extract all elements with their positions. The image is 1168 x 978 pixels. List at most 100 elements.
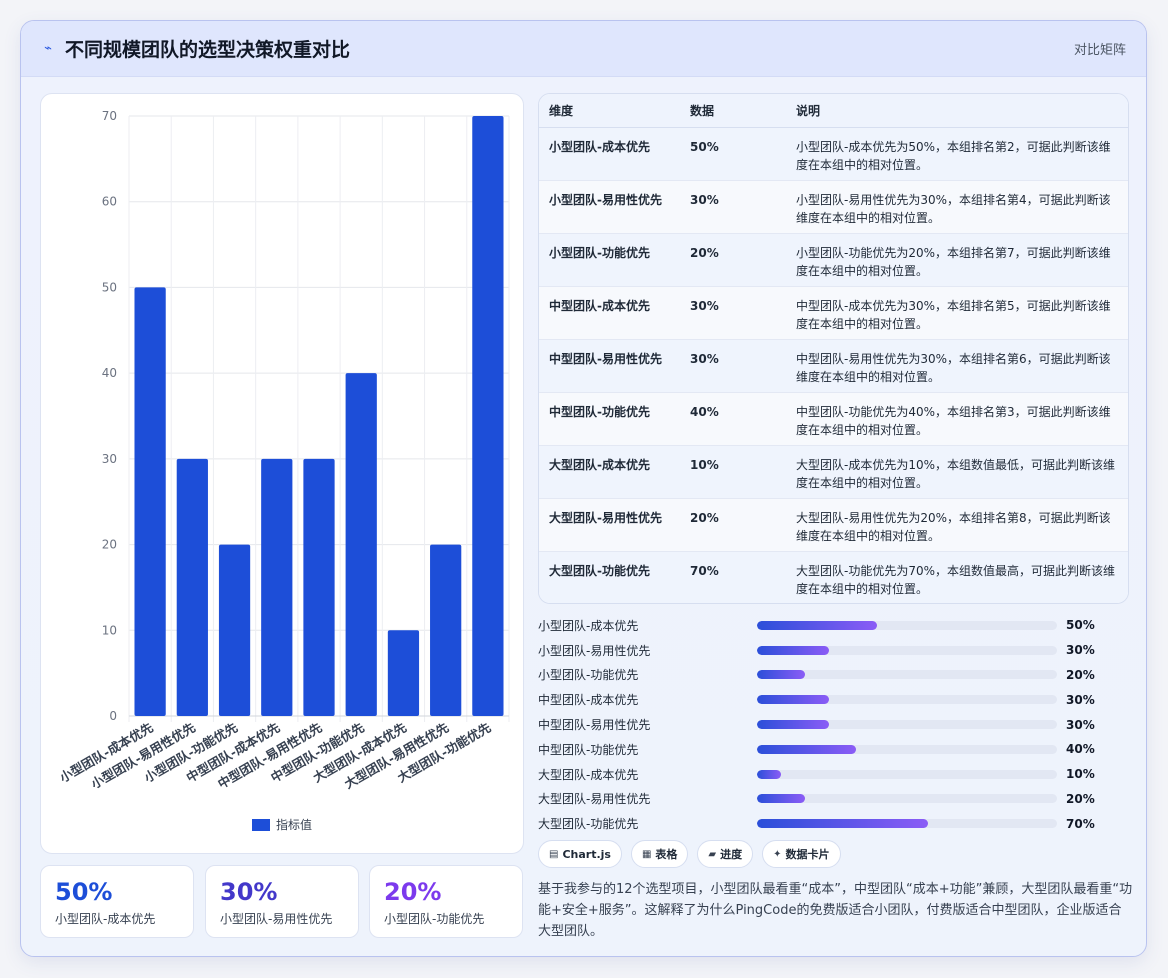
legend-swatch — [252, 819, 270, 831]
chip-label: 表格 — [655, 848, 678, 861]
chip-label: 进度 — [720, 848, 743, 861]
progress-label: 大型团队-成本优先 — [538, 767, 639, 782]
progress-fill — [757, 720, 829, 730]
progress-value: 70% — [1066, 816, 1095, 831]
progress-track — [757, 744, 1057, 754]
progress-label: 中型团队-易用性优先 — [538, 718, 651, 733]
chip-chart-js[interactable]: ▤ Chart.js — [538, 840, 622, 868]
chip-label: 数据卡片 — [785, 848, 830, 861]
progress-value: 10% — [1066, 767, 1095, 782]
table-row: 大型团队-易用性优先 20% 大型团队-易用性优先为20%，本组排名第8，可据此判断… — [539, 498, 1128, 551]
cell-data: 20% — [690, 510, 719, 525]
chip-表格[interactable]: ▦ 表格 — [630, 840, 689, 868]
cell-description: 大型团队-成本优先为10%，本组数值最低，可据此判断该维度在本组中的相对位置。 — [796, 457, 1116, 490]
progress-track — [757, 819, 1057, 829]
bar — [303, 458, 335, 716]
cell-data: 20% — [690, 245, 719, 260]
chip-数据卡片[interactable]: ✦ 数据卡片 — [762, 840, 841, 868]
table-header-row: 维度 数据 说明 — [539, 94, 1128, 128]
cell-description: 中型团队-易用性优先为30%，本组排名第6，可据此判断该维度在本组中的相对位置。 — [796, 351, 1111, 384]
stat-label: 小型团队-功能优先 — [384, 912, 485, 926]
progress-fill — [757, 794, 805, 804]
column-header-description: 说明 — [786, 94, 1128, 128]
data-table-panel: 维度 数据 说明 小型团队-成本优先 50% 小型团队-成本优先为50%，本组排名第… — [538, 93, 1129, 604]
progress-label: 中型团队-功能优先 — [538, 742, 639, 757]
progress-row: 小型团队-功能优先 20% — [538, 663, 1138, 688]
cell-dimension: 大型团队-功能优先 — [549, 563, 650, 578]
progress-row: 中型团队-成本优先 30% — [538, 687, 1138, 712]
progress-value: 30% — [1066, 643, 1095, 658]
progress-track — [757, 794, 1057, 804]
cell-description: 大型团队-功能优先为70%，本组数值最高，可据此判断该维度在本组中的相对位置。 — [796, 563, 1116, 596]
stat-value: 50% — [55, 878, 113, 906]
y-tick-label: 30 — [102, 452, 117, 466]
cell-data: 30% — [690, 298, 719, 313]
y-tick-label: 10 — [102, 623, 117, 637]
progress-list: 小型团队-成本优先 50% 小型团队-易用性优先 30% 小型团队-功能优先 20% 中型团… — [538, 613, 1138, 836]
y-tick-label: 60 — [102, 195, 117, 209]
trend-line-icon: ⌁ — [44, 41, 52, 56]
cell-description: 小型团队-成本优先为50%，本组排名第2，可据此判断该维度在本组中的相对位置。 — [796, 139, 1111, 172]
comparison-card: ⌁ 不同规模团队的选型决策权重对比 对比矩阵 0 10 20 30 40 50 60 70 小型… — [20, 20, 1147, 957]
progress-value: 40% — [1066, 742, 1095, 757]
page-title: 不同规模团队的选型决策权重对比 — [65, 39, 351, 61]
progress-label: 大型团队-易用性优先 — [538, 792, 651, 807]
bar — [472, 116, 504, 716]
progress-row: 大型团队-成本优先 10% — [538, 762, 1138, 787]
bar — [218, 544, 251, 716]
progress-value: 30% — [1066, 717, 1095, 732]
progress-row: 小型团队-易用性优先 30% — [538, 638, 1138, 663]
progress-row: 大型团队-功能优先 70% — [538, 811, 1138, 836]
progress-label: 中型团队-成本优先 — [538, 693, 639, 708]
chip-进度[interactable]: ▰ 进度 — [697, 840, 754, 868]
cell-dimension: 小型团队-功能优先 — [549, 245, 650, 260]
insight-note: 基于我参与的12个选型项目，小型团队最看重“成本”，中型团队“成本+功能”兼顾，… — [538, 882, 1133, 939]
legend-label: 指标值 — [276, 817, 312, 832]
cell-data: 40% — [690, 404, 719, 419]
progress-value: 30% — [1066, 692, 1095, 707]
table-row: 中型团队-易用性优先 30% 中型团队-易用性优先为30%，本组排名第6，可据此判断… — [539, 339, 1128, 392]
y-tick-label: 40 — [102, 366, 117, 380]
progress-track — [757, 620, 1057, 630]
progress-row: 大型团队-易用性优先 20% — [538, 787, 1138, 812]
stat-label: 小型团队-成本优先 — [55, 912, 156, 926]
table-row: 中型团队-功能优先 40% 中型团队-功能优先为40%，本组排名第3，可据此判断该维… — [539, 392, 1128, 445]
table-row: 大型团队-成本优先 10% 大型团队-成本优先为10%，本组数值最低，可据此判断该维… — [539, 445, 1128, 498]
progress-label: 小型团队-成本优先 — [538, 618, 639, 633]
table-icon: ▦ — [641, 848, 652, 860]
progress-fill — [757, 670, 805, 680]
cell-dimension: 小型团队-成本优先 — [549, 139, 650, 154]
bar — [387, 630, 420, 716]
progress-fill — [757, 744, 856, 754]
stat-label: 小型团队-易用性优先 — [220, 912, 333, 926]
y-tick-label: 70 — [102, 109, 117, 123]
progress-value: 50% — [1066, 618, 1095, 633]
progress-row: 小型团队-成本优先 50% — [538, 613, 1138, 638]
bar-chart: 010203040506070小型团队-成本优先小型团队-易用性优先小型团队-功… — [56, 109, 510, 832]
progress-fill — [757, 769, 781, 779]
bar — [134, 287, 166, 716]
bar — [345, 373, 377, 716]
cell-data: 30% — [690, 192, 719, 207]
cell-dimension: 大型团队-成本优先 — [549, 457, 650, 472]
data-table: 维度 数据 说明 小型团队-成本优先 50% 小型团队-成本优先为50%，本组排名第… — [539, 94, 1128, 603]
cell-data: 10% — [690, 457, 719, 472]
stat-value: 30% — [220, 878, 278, 906]
stat-value: 20% — [384, 878, 442, 906]
cell-dimension: 小型团队-易用性优先 — [549, 192, 662, 207]
progress-track — [757, 645, 1057, 655]
progress-label: 大型团队-功能优先 — [538, 817, 639, 832]
progress-row: 中型团队-功能优先 40% — [538, 737, 1138, 762]
table-row: 小型团队-易用性优先 30% 小型团队-易用性优先为30%，本组排名第4，可据此判断… — [539, 180, 1128, 233]
cell-description: 中型团队-成本优先为30%，本组排名第5，可据此判断该维度在本组中的相对位置。 — [796, 298, 1111, 331]
cell-data: 50% — [690, 139, 719, 154]
progress-track — [757, 670, 1057, 680]
column-header-data: 数据 — [680, 94, 786, 128]
progress-fill — [757, 645, 829, 655]
progress-value: 20% — [1066, 791, 1095, 806]
progress-track — [757, 720, 1057, 730]
cell-data: 30% — [690, 351, 719, 366]
progress-value: 20% — [1066, 667, 1095, 682]
stat-card-3: 20% 小型团队-功能优先 — [369, 865, 523, 938]
table-row: 中型团队-成本优先 30% 中型团队-成本优先为30%，本组排名第5，可据此判断该维… — [539, 286, 1128, 339]
